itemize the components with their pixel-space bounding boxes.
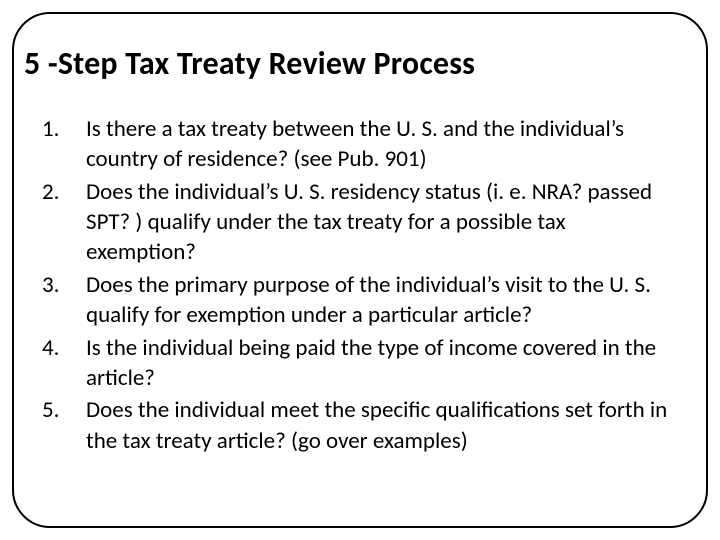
list-item: 5. Does the individual meet the specific… [40,395,680,456]
slide-title: 5 -Step Tax Treaty Review Process [24,44,475,83]
list-item-number: 3. [40,270,86,300]
slide: 5 -Step Tax Treaty Review Process 1. Is … [0,0,720,540]
list-item-number: 5. [40,395,86,425]
list-item: 2. Does the individual’s U. S. residency… [40,177,680,268]
step-list: 1. Is there a tax treaty between the U. … [40,114,680,458]
list-item-number: 1. [40,114,86,144]
list-item: 1. Is there a tax treaty between the U. … [40,114,680,175]
list-item-text: Is the individual being paid the type of… [86,333,680,394]
list-item-number: 4. [40,333,86,363]
list-item-text: Does the primary purpose of the individu… [86,270,680,331]
list-item-text: Does the individual meet the specific qu… [86,395,680,456]
list-item: 4. Is the individual being paid the type… [40,333,680,394]
list-item-number: 2. [40,177,86,207]
list-item: 3. Does the primary purpose of the indiv… [40,270,680,331]
list-item-text: Is there a tax treaty between the U. S. … [86,114,680,175]
list-item-text: Does the individual’s U. S. residency st… [86,177,680,268]
